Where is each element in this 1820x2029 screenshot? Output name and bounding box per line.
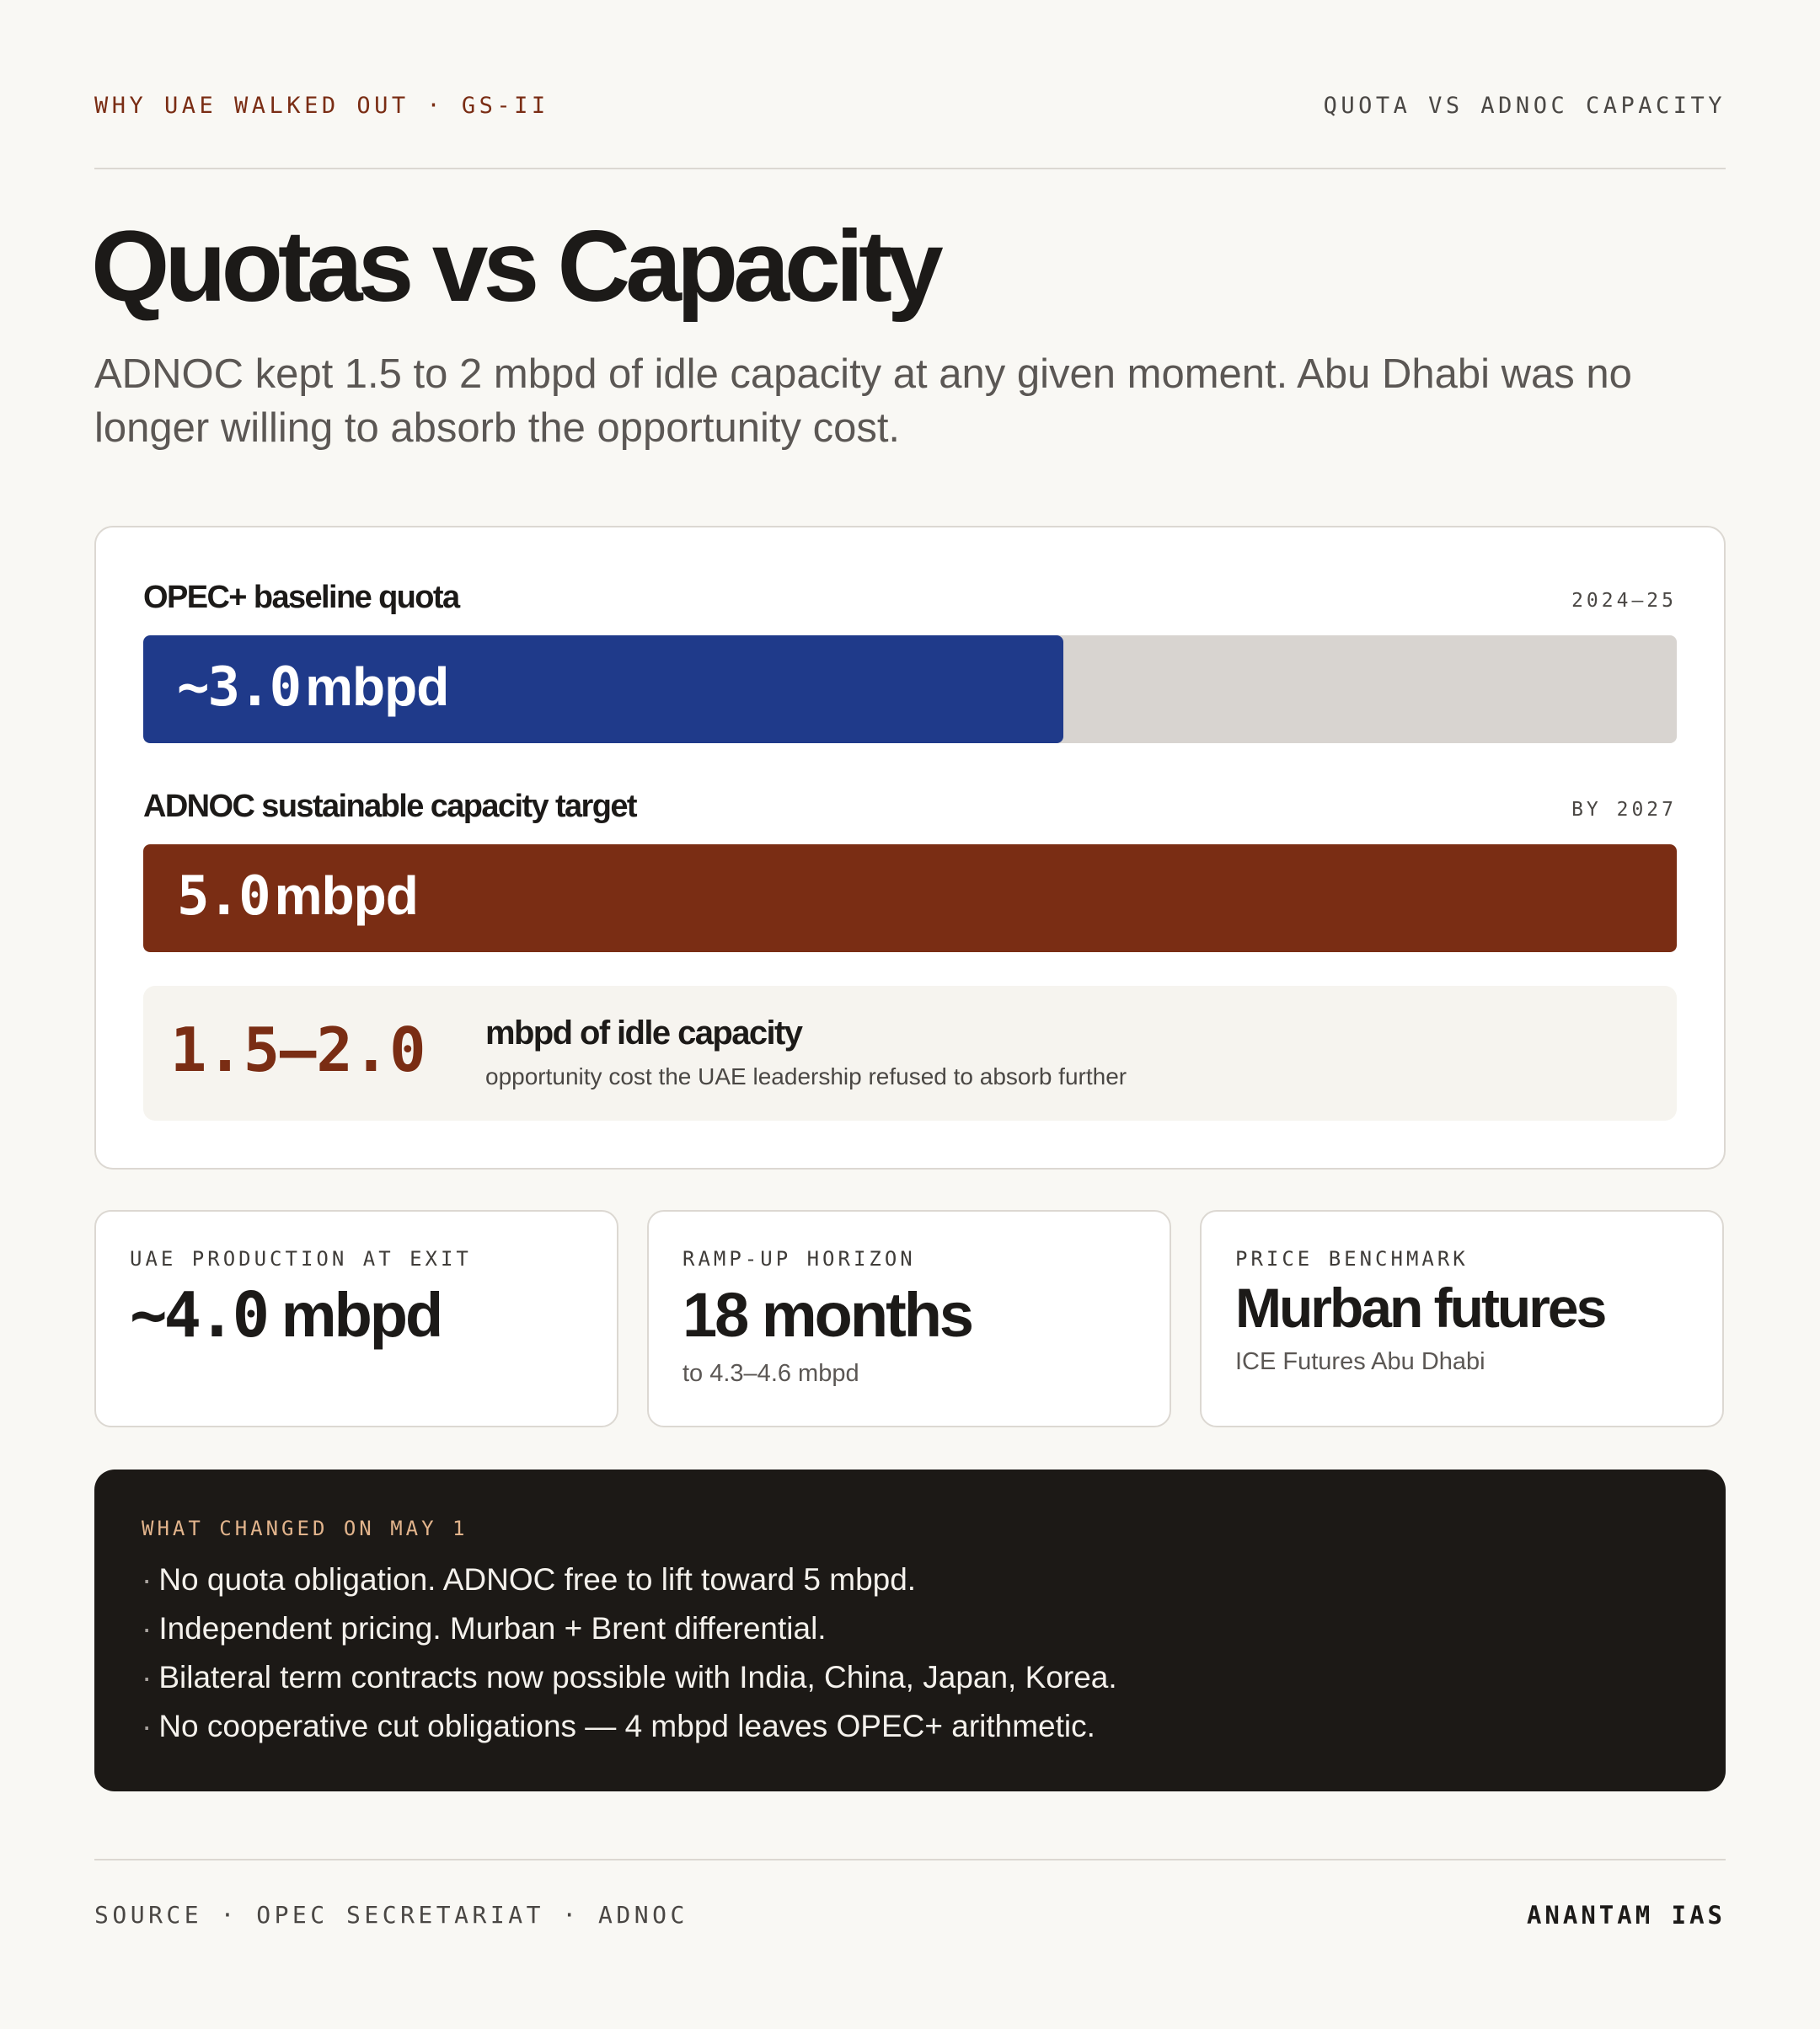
stat-note: ICE Futures Abu Dhabi <box>1235 1348 1485 1375</box>
header-bar: WHY UAE WALKED OUT · GS-II QUOTA VS ADNO… <box>94 93 1726 126</box>
bullet-dot: · <box>142 1660 153 1694</box>
bar-value-capacity: 5.0mbpd <box>177 865 419 928</box>
bar-value-unit: mbpd <box>274 865 419 926</box>
what-changed-label: WHAT CHANGED ON MAY 1 <box>142 1517 468 1540</box>
stat-value: ~4.0 mbpd <box>130 1279 443 1352</box>
bar-fill-quota: ~3.0mbpd <box>143 635 1063 743</box>
bar-value-number: 5.0 <box>177 865 271 928</box>
bar-track-quota: ~3.0mbpd <box>143 635 1677 743</box>
stat-note: to 4.3–4.6 mbpd <box>682 1360 859 1387</box>
stat-label: RAMP-UP HORIZON <box>682 1247 916 1271</box>
footer-brand: ANANTAM IAS <box>1526 1901 1726 1930</box>
stat-value: Murban futures <box>1235 1277 1607 1339</box>
stat-card-ramp-up: RAMP-UP HORIZON 18 months to 4.3–4.6 mbp… <box>647 1210 1171 1427</box>
list-item: · Bilateral term contracts now possible w… <box>142 1653 1117 1702</box>
bar-value-unit: mbpd <box>305 656 449 717</box>
stat-value-unit: mbpd <box>281 1280 443 1350</box>
idle-capacity-title: mbpd of idle capacity <box>485 1014 803 1052</box>
page-subtitle: ADNOC kept 1.5 to 2 mbpd of idle capacit… <box>94 351 1632 451</box>
list-item: · No quota obligation. ADNOC free to lift… <box>142 1555 1117 1604</box>
bar-value-prefix: ~ <box>177 656 210 719</box>
bar-fill-capacity: 5.0mbpd <box>143 844 1677 952</box>
bar-value-number: 3.0 <box>207 656 302 719</box>
what-changed-panel: WHAT CHANGED ON MAY 1 · No quota obligati… <box>94 1470 1726 1791</box>
stat-label: UAE PRODUCTION AT EXIT <box>130 1247 472 1271</box>
bar-period-capacity: BY 2027 <box>1571 799 1677 821</box>
footer-source: SOURCE · OPEC SECRETARIAT · ADNOC <box>94 1901 688 1929</box>
capacity-chart-card: OPEC+ baseline quota 2024–25 ~3.0mbpd AD… <box>94 526 1726 1170</box>
bullet-dot: · <box>142 1562 153 1597</box>
stat-card-production: UAE PRODUCTION AT EXIT ~4.0 mbpd <box>94 1210 618 1427</box>
header-section: QUOTA VS ADNOC CAPACITY <box>1323 93 1726 119</box>
bar-period-quota: 2024–25 <box>1571 590 1677 612</box>
bar-label-capacity: ADNOC sustainable capacity target <box>143 789 638 824</box>
list-item-text: Independent pricing. Murban + Brent diff… <box>158 1611 827 1646</box>
page-title: Quotas vs Capacity <box>91 210 944 323</box>
bullet-dot: · <box>142 1709 153 1743</box>
header-kicker: WHY UAE WALKED OUT · GS-II <box>94 93 549 119</box>
idle-capacity-callout: 1.5—2.0 mbpd of idle capacity opportunit… <box>143 986 1677 1121</box>
bar-value-quota: ~3.0mbpd <box>177 656 449 719</box>
footer-divider <box>94 1859 1726 1860</box>
bar-track-capacity: 5.0mbpd <box>143 844 1677 952</box>
stat-value: 18 months <box>682 1279 974 1351</box>
what-changed-list: · No quota obligation. ADNOC free to lift… <box>142 1555 1117 1751</box>
infographic-page: WHY UAE WALKED OUT · GS-II QUOTA VS ADNO… <box>91 0 1726 2029</box>
idle-capacity-note: opportunity cost the UAE leadership refu… <box>485 1063 1127 1089</box>
list-item: · No cooperative cut obligations — 4 mbpd… <box>142 1702 1117 1751</box>
header-divider <box>94 168 1726 169</box>
idle-capacity-range: 1.5—2.0 <box>170 1014 426 1085</box>
list-item-text: No cooperative cut obligations — 4 mbpd … <box>158 1709 1095 1743</box>
stat-value-number: ~4.0 <box>130 1279 270 1352</box>
bar-label-quota: OPEC+ baseline quota <box>143 580 460 615</box>
stat-value-unit: months <box>761 1280 974 1350</box>
bullet-dot: · <box>142 1611 153 1646</box>
stat-card-benchmark: PRICE BENCHMARK Murban futures ICE Futur… <box>1200 1210 1724 1427</box>
stat-label: PRICE BENCHMARK <box>1235 1247 1469 1271</box>
list-item-text: Bilateral term contracts now possible wi… <box>158 1660 1117 1694</box>
list-item-text: No quota obligation. ADNOC free to lift … <box>158 1562 917 1597</box>
stat-value-number: 18 <box>682 1280 749 1350</box>
list-item: · Independent pricing. Murban + Brent dif… <box>142 1604 1117 1653</box>
